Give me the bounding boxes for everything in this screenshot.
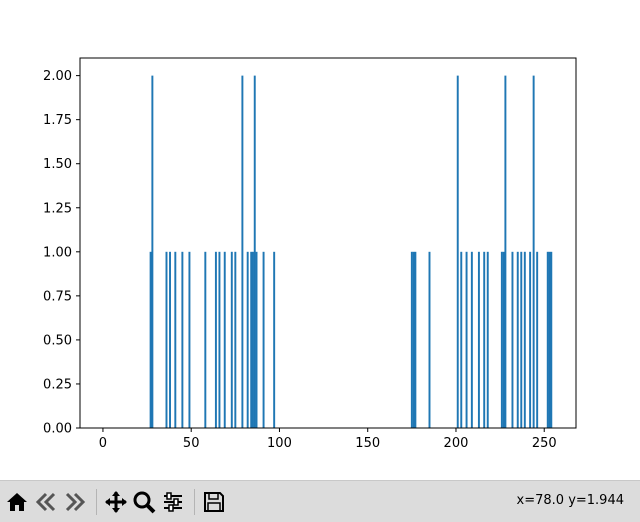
y-tick-label: 1.50	[43, 157, 72, 172]
bar	[465, 251, 468, 428]
bar	[536, 251, 539, 428]
zoom-icon	[133, 491, 156, 514]
y-axis-ticks: 0.00 0.25 0.50 0.75 1.00 1.25 1.50 1.75 2.00	[43, 69, 80, 437]
y-tick-label: 0.25	[43, 377, 72, 392]
bars	[149, 75, 553, 428]
back-icon	[35, 492, 56, 512]
home-button[interactable]	[4, 489, 30, 515]
bar	[410, 251, 413, 428]
bar	[470, 251, 473, 428]
subplots-icon	[164, 492, 182, 512]
bar	[511, 251, 514, 428]
cursor-coordinates: x=78.0 y=1.944	[516, 493, 624, 508]
y-tick-label: 1.75	[43, 113, 72, 128]
bar	[516, 251, 519, 428]
bar	[250, 251, 253, 428]
bar	[181, 251, 184, 428]
bar	[149, 251, 152, 428]
bar	[486, 251, 489, 428]
x-axis-ticks: 0 50 100 150 200 250	[99, 428, 557, 451]
bar	[174, 251, 177, 428]
bar	[246, 251, 249, 428]
save-icon	[204, 492, 224, 512]
pan-icon	[105, 491, 127, 513]
bar	[169, 251, 171, 428]
plot-background	[80, 58, 576, 428]
bar	[529, 251, 532, 428]
bar	[253, 75, 256, 428]
bar	[532, 75, 535, 428]
bar	[165, 251, 168, 428]
bar	[151, 75, 154, 428]
bar	[477, 251, 480, 428]
save-button[interactable]	[201, 489, 227, 515]
chart[interactable]: 0 50 100 150 200 250 0.00 0.25 0.50 0.75 1.00 1.25…	[0, 0, 640, 480]
bar	[252, 251, 254, 428]
zoom-button[interactable]	[131, 489, 157, 515]
bar	[483, 251, 486, 428]
bar	[428, 251, 431, 428]
x-tick-label: 200	[444, 436, 469, 451]
y-tick-label: 2.00	[43, 69, 72, 84]
bar	[500, 251, 503, 428]
bar	[546, 251, 549, 428]
bar	[273, 251, 276, 428]
bar	[412, 251, 415, 428]
x-tick-label: 100	[267, 436, 292, 451]
bar	[523, 251, 526, 428]
bar	[234, 251, 237, 428]
y-tick-label: 1.00	[43, 245, 72, 260]
bar	[262, 251, 265, 428]
forward-icon	[65, 492, 86, 512]
bar	[230, 251, 233, 428]
bar	[223, 251, 226, 428]
forward-button[interactable]	[62, 489, 88, 515]
toolbar-separator	[96, 489, 97, 515]
bar	[218, 251, 221, 428]
y-tick-label: 0.50	[43, 333, 72, 348]
home-icon	[7, 493, 27, 511]
bar	[502, 251, 505, 428]
y-tick-label: 0.00	[43, 422, 72, 437]
navigation-toolbar: x=78.0 y=1.944	[0, 480, 640, 522]
bar	[548, 251, 551, 428]
plot-frame	[79, 57, 577, 429]
subplots-button[interactable]	[160, 489, 186, 515]
y-tick-label: 1.25	[43, 201, 72, 216]
bar	[520, 251, 523, 428]
bar	[504, 75, 507, 428]
x-tick-label: 0	[99, 436, 107, 451]
pan-button[interactable]	[103, 489, 129, 515]
bar	[414, 251, 417, 428]
bar	[204, 251, 207, 428]
figure: 0 50 100 150 200 250 0.00 0.25 0.50 0.75 1.00 1.25…	[0, 0, 640, 480]
y-tick-label: 0.75	[43, 289, 72, 304]
bar	[241, 75, 244, 428]
toolbar-separator	[194, 489, 195, 515]
bar	[460, 251, 463, 428]
bar	[456, 75, 459, 428]
bar	[255, 251, 258, 428]
x-tick-label: 50	[183, 436, 200, 451]
x-tick-label: 250	[532, 436, 557, 451]
x-tick-label: 150	[355, 436, 380, 451]
bar	[214, 251, 217, 428]
bar	[550, 251, 553, 428]
back-button[interactable]	[33, 489, 59, 515]
bar	[188, 251, 191, 428]
